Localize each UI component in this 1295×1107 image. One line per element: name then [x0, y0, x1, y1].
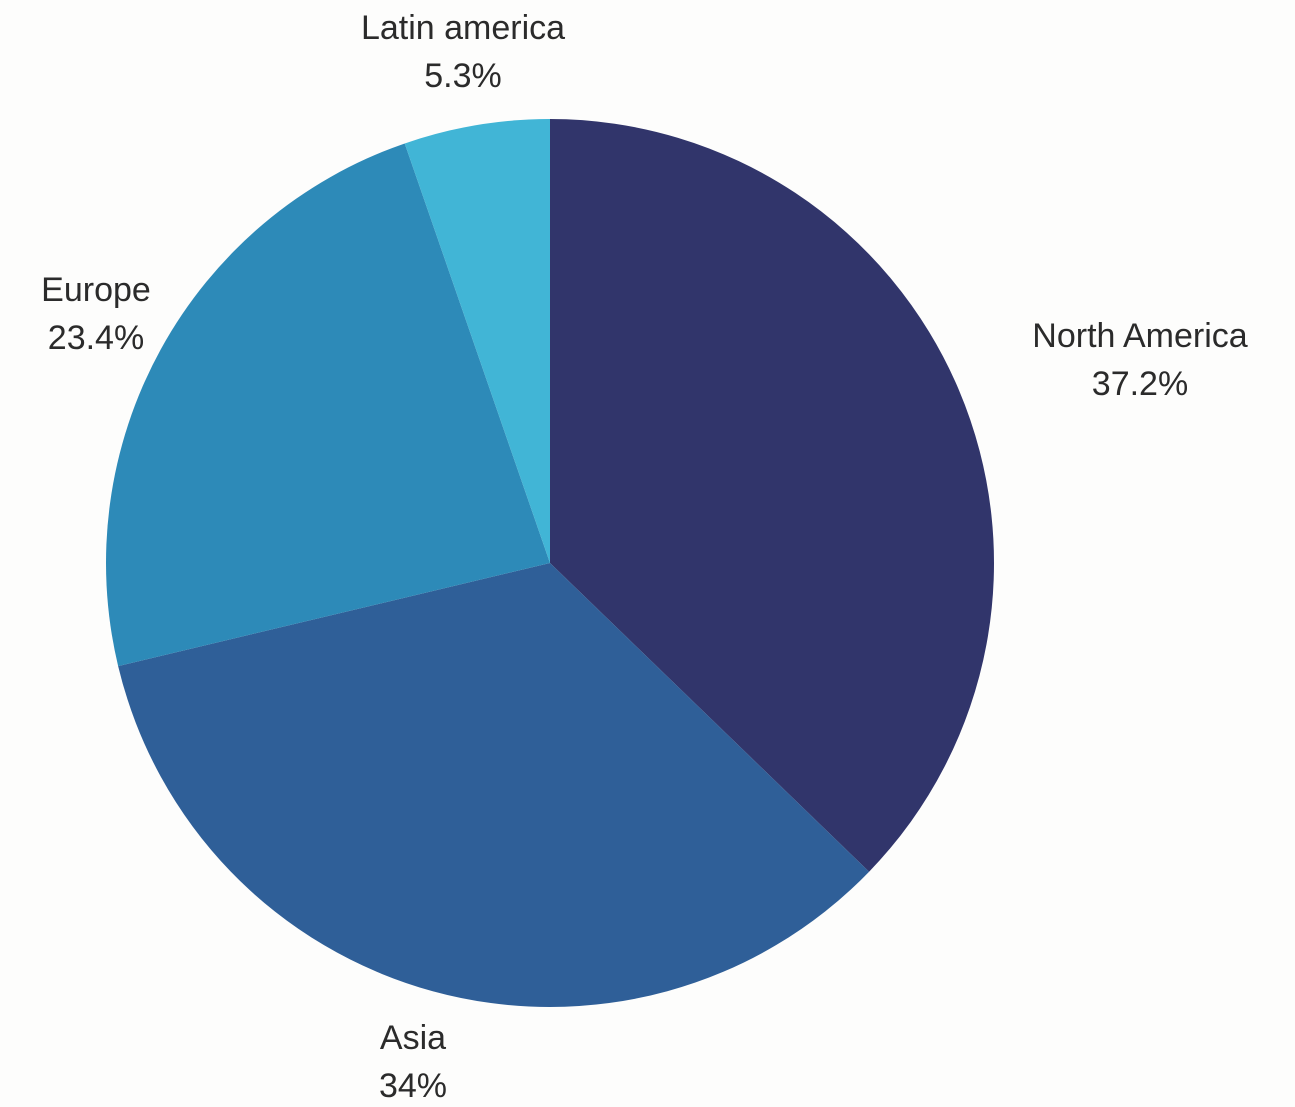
slice-value-north-america: 37.2%: [1092, 365, 1188, 403]
slices-group: [106, 119, 995, 1008]
slice-label-north-america: North America: [1032, 317, 1247, 355]
pie-slice-asia: [118, 563, 870, 1008]
slice-label-europe: Europe: [41, 271, 151, 309]
slice-label-latin-america: Latin america: [361, 9, 565, 47]
labels-group: North America 37.2% Asia 34% Europe 23.4% Lati…: [41, 9, 1248, 1105]
slice-value-latin-america: 5.3%: [424, 57, 502, 95]
pie-slice-latin-america: [404, 119, 550, 563]
slice-label-asia: Asia: [380, 1019, 446, 1057]
pie-slice-north-america: [550, 119, 995, 872]
slice-value-europe: 23.4%: [48, 319, 144, 357]
pie-slice-europe: [106, 143, 550, 667]
slice-value-asia: 34%: [379, 1067, 447, 1102]
